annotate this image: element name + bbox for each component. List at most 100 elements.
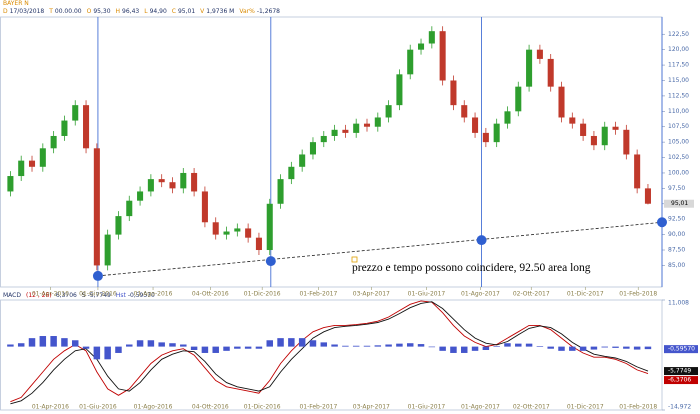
histogram-bar <box>450 346 457 353</box>
histogram-bar <box>374 345 382 347</box>
histogram-bar <box>288 338 295 347</box>
histogram-bar <box>320 342 328 347</box>
x-tick-label: 01-Dic-2017 <box>567 404 604 411</box>
histogram-bar <box>417 344 425 347</box>
field-value: 94,90 <box>149 8 167 15</box>
x-tick-label: 01-Feb-2017 <box>299 404 337 411</box>
histogram-bar <box>633 346 641 350</box>
candle-body <box>180 172 187 189</box>
last-price-box <box>664 199 694 208</box>
histogram-bar <box>223 346 230 351</box>
candle-body <box>277 179 284 204</box>
candle-body <box>212 222 219 235</box>
x-tick-label: 01-Dic-2017 <box>567 291 604 298</box>
x-tick-label: 01-Giu-2016 <box>79 291 117 298</box>
candle-body <box>558 86 565 118</box>
candle-body <box>385 105 392 118</box>
macd-title: MACD <box>3 292 21 299</box>
annotation-marker <box>351 256 358 263</box>
histogram-bar <box>244 346 252 349</box>
candle-body <box>569 117 576 124</box>
legend-entry: S -5,7749 <box>82 292 111 300</box>
histogram-bar <box>136 340 144 347</box>
legend-name: Hst <box>115 292 126 299</box>
histogram-bar <box>547 346 554 349</box>
last-value-box <box>664 376 698 385</box>
field-key: H <box>115 8 121 15</box>
field-key: C <box>171 8 176 15</box>
field-value: 96,43 <box>122 8 140 15</box>
field-key: Var% <box>239 8 255 15</box>
candle-body <box>634 154 641 189</box>
candle-body <box>104 234 111 266</box>
candle-body <box>191 172 198 192</box>
y-tick-label: 117,50 <box>668 62 689 69</box>
legend-entry: Hst -0,59570 <box>116 292 155 300</box>
candle-body <box>115 216 122 235</box>
y-tick-label: 97,50 <box>668 185 685 192</box>
histogram-bar <box>169 343 176 347</box>
histogram-bar <box>298 338 306 347</box>
histogram-bar <box>385 344 392 347</box>
field-key: O <box>86 8 92 15</box>
macd-line <box>10 301 649 405</box>
legend-value: -0,59570 <box>127 292 155 299</box>
histogram-bar <box>39 336 47 347</box>
histogram-bar <box>601 346 608 348</box>
histogram-bar <box>623 346 630 349</box>
histogram-bar <box>82 346 90 349</box>
histogram-bar <box>331 344 338 347</box>
x-tick-label: 01-Giu-2017 <box>408 404 446 411</box>
x-tick-label: 01-Dic-2016 <box>244 404 281 411</box>
legend-value: -5,7749 <box>87 292 111 299</box>
macd-frame <box>0 299 663 411</box>
candle-body <box>547 58 554 87</box>
x-tick-label: 01-Giu-2016 <box>79 404 117 411</box>
field-value: 00.00.00 <box>54 8 82 15</box>
candle-body <box>234 228 241 232</box>
y-tick-label: 107,50 <box>668 123 689 130</box>
candle-body <box>255 237 262 251</box>
candle-body <box>418 43 425 50</box>
candle-body <box>18 160 25 177</box>
quote-header: D 17/03/2018 T 00.00.00 O 95,30 H 96,43 L 94,90 C 9… <box>3 8 280 16</box>
legend-name: S <box>81 292 86 299</box>
trend-point <box>476 235 487 246</box>
macd-header: MACD (12 , 26) -6,3706 S -5,7749 Hst -0,59570 <box>3 292 155 300</box>
histogram-bar <box>147 340 155 347</box>
y-tick-label: 90,00 <box>668 231 685 238</box>
y-tick-label: 85,00 <box>668 262 685 269</box>
trend-point <box>657 217 667 228</box>
x-tick-label: 01-Feb-2018 <box>619 404 657 411</box>
y-tick-label: 11,008 <box>668 300 689 307</box>
candle-body <box>644 188 651 204</box>
candle-body <box>28 160 36 167</box>
x-tick-label: 03-Apr-2017 <box>353 404 390 411</box>
histogram-bar <box>180 344 187 347</box>
histogram-bar <box>644 346 652 350</box>
quote-field: Var% -1,2678 <box>239 8 280 16</box>
y-tick-label: 112,50 <box>668 92 689 99</box>
histogram-bar <box>266 340 273 347</box>
candle-body <box>363 123 371 127</box>
candle-body <box>536 49 543 59</box>
histogram-bar <box>461 346 468 353</box>
histogram-bar <box>309 340 317 347</box>
candle-body <box>482 132 489 143</box>
histogram-bar <box>93 346 101 360</box>
candle-body <box>50 135 57 149</box>
quote-field: H 96,43 <box>116 8 140 16</box>
x-tick-label: 01-Dic-2016 <box>244 291 281 298</box>
last-value-label: -0,59570 <box>668 346 695 353</box>
histogram-bar <box>504 343 511 347</box>
candle-body <box>461 105 468 118</box>
histogram-bar <box>7 344 14 347</box>
histogram-bar <box>190 346 198 350</box>
x-tick-label: 01-Ago-2016 <box>134 291 173 298</box>
histogram-bar <box>406 343 414 347</box>
candle-body <box>39 148 46 167</box>
legend-entry: (12 , 26) -6,3706 <box>26 292 77 300</box>
x-tick-label: 01-Ago-2017 <box>461 404 500 411</box>
candle-body <box>201 191 208 223</box>
